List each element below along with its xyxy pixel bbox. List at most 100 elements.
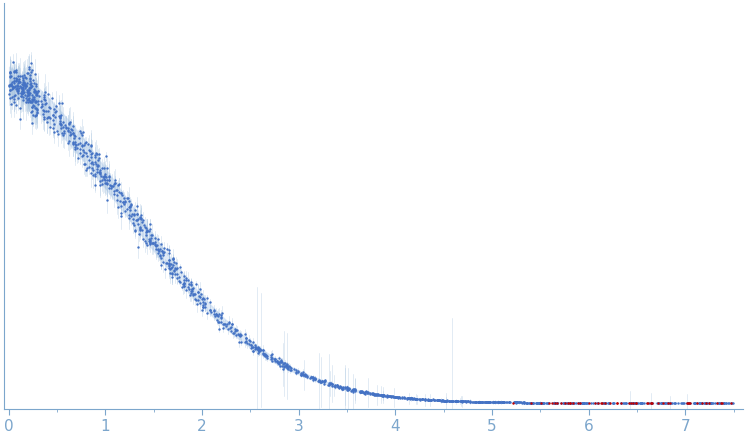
Point [134, 224, 145, 231]
Point [95, 166, 107, 173]
Point [37, 103, 48, 110]
Point [65, 125, 77, 132]
Point [516, 399, 528, 406]
Point [283, 367, 295, 374]
Point [31, 108, 43, 115]
Point [259, 351, 271, 358]
Point [138, 222, 150, 229]
Point [21, 87, 33, 94]
Point [265, 354, 277, 361]
Point [278, 362, 289, 369]
Point [657, 399, 669, 406]
Point [106, 183, 118, 190]
Point [48, 112, 60, 119]
Point [598, 399, 610, 406]
Point [13, 79, 25, 86]
Point [313, 376, 325, 383]
Point [252, 344, 264, 351]
Point [17, 76, 29, 83]
Point [11, 85, 23, 92]
Point [211, 311, 223, 318]
Point [589, 399, 601, 406]
Point [580, 399, 592, 406]
Point [361, 388, 373, 395]
Point [666, 399, 678, 406]
Point [618, 399, 630, 406]
Point [22, 87, 34, 94]
Point [67, 129, 79, 136]
Point [457, 398, 468, 405]
Point [188, 290, 200, 297]
Point [471, 398, 483, 405]
Point [110, 179, 122, 186]
Point [604, 399, 616, 406]
Point [144, 239, 156, 246]
Point [642, 399, 653, 406]
Point [446, 398, 458, 405]
Point [696, 399, 708, 406]
Point [462, 398, 474, 405]
Point [381, 392, 393, 399]
Point [662, 399, 674, 406]
Point [295, 370, 307, 377]
Point [347, 387, 359, 394]
Point [8, 99, 20, 106]
Point [623, 399, 635, 406]
Point [170, 259, 182, 266]
Point [341, 384, 353, 391]
Point [537, 399, 549, 406]
Point [55, 125, 67, 132]
Point [551, 399, 563, 406]
Point [83, 147, 95, 154]
Point [241, 340, 253, 347]
Point [89, 181, 101, 188]
Point [258, 350, 270, 357]
Point [254, 347, 266, 354]
Point [55, 121, 67, 128]
Point [377, 392, 389, 399]
Point [48, 106, 60, 113]
Point [132, 243, 144, 250]
Point [199, 301, 211, 308]
Point [574, 399, 586, 406]
Point [383, 392, 395, 399]
Point [27, 101, 39, 108]
Point [62, 127, 74, 134]
Point [410, 395, 422, 402]
Point [391, 394, 403, 401]
Point [13, 104, 25, 111]
Point [473, 398, 485, 405]
Point [598, 399, 610, 406]
Point [25, 83, 37, 90]
Point [152, 250, 164, 257]
Point [248, 343, 260, 350]
Point [587, 399, 599, 406]
Point [63, 127, 75, 134]
Point [15, 92, 27, 99]
Point [401, 395, 413, 402]
Point [96, 164, 108, 171]
Point [80, 140, 92, 147]
Point [115, 212, 127, 219]
Point [624, 399, 636, 406]
Point [700, 399, 712, 406]
Point [319, 377, 331, 384]
Point [509, 399, 521, 406]
Point [521, 399, 533, 406]
Point [447, 398, 459, 405]
Point [405, 395, 417, 402]
Point [461, 398, 473, 405]
Point [178, 280, 189, 287]
Point [285, 364, 297, 371]
Point [85, 170, 97, 177]
Point [377, 392, 389, 399]
Point [549, 399, 561, 406]
Point [558, 399, 570, 406]
Point [134, 225, 146, 232]
Point [368, 391, 380, 398]
Point [404, 395, 416, 402]
Point [16, 80, 28, 87]
Point [577, 399, 589, 406]
Point [72, 154, 84, 161]
Point [81, 166, 93, 173]
